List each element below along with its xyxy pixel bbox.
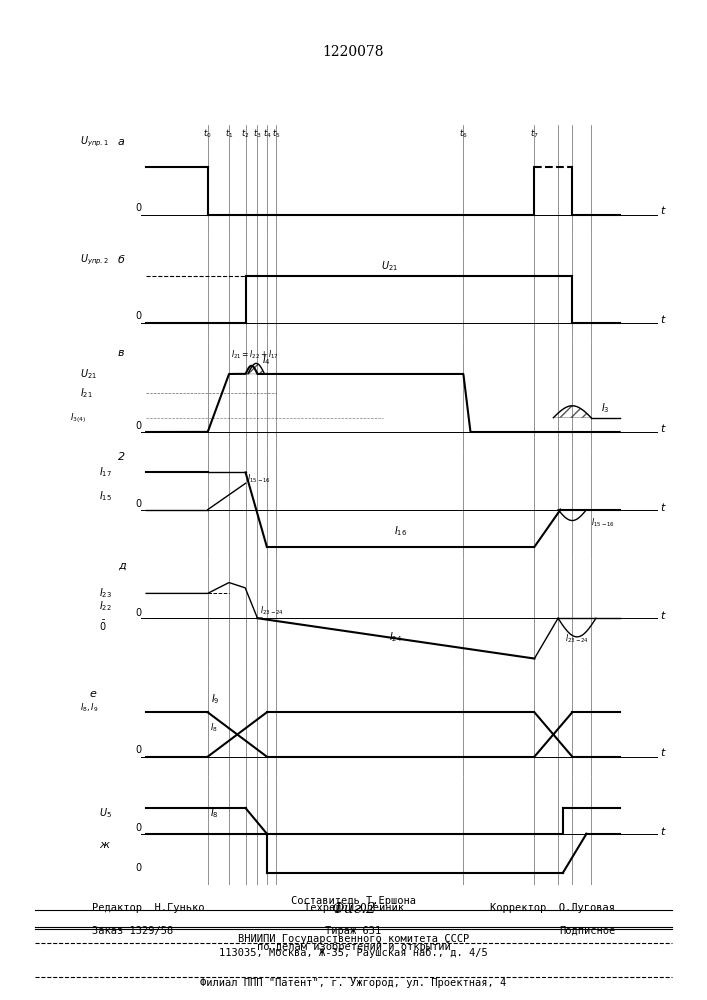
Text: 0: 0 [135, 203, 141, 213]
Text: $I_{16}$: $I_{16}$ [394, 524, 407, 538]
Text: $ж$: $ж$ [99, 840, 111, 850]
Text: $t$: $t$ [660, 204, 667, 216]
Text: $t_0$: $t_0$ [204, 128, 212, 140]
Text: $I_{24}$: $I_{24}$ [390, 630, 402, 644]
Text: $I_8,I_9$: $I_8,I_9$ [80, 701, 98, 714]
Text: 0: 0 [135, 608, 141, 618]
Text: $I_{23}$: $I_{23}$ [99, 586, 112, 600]
Text: $t_6$: $t_6$ [459, 128, 467, 140]
Text: а: а [118, 137, 124, 147]
Text: $t$: $t$ [660, 501, 667, 513]
Text: Корректор  О.Луговая: Корректор О.Луговая [490, 903, 615, 913]
Text: 2: 2 [118, 452, 125, 462]
Text: $I_{23-24}$: $I_{23-24}$ [565, 632, 589, 645]
Text: $I_4$: $I_4$ [262, 353, 271, 367]
Text: $U_{21}$: $U_{21}$ [80, 367, 97, 381]
Text: по делам изобретений и открытий: по делам изобретений и открытий [257, 941, 450, 952]
Text: 0: 0 [135, 311, 141, 321]
Text: $t$: $t$ [660, 422, 667, 434]
Text: $t_2$: $t_2$ [241, 128, 250, 140]
Text: Заказ 1329/58: Заказ 1329/58 [92, 926, 173, 936]
Text: 0: 0 [135, 745, 141, 755]
Text: Тираж 631: Тираж 631 [325, 926, 382, 936]
Text: в: в [118, 348, 124, 358]
Text: б: б [118, 255, 124, 265]
Text: $I_{23-24}$: $I_{23-24}$ [259, 605, 284, 617]
Text: 0: 0 [135, 421, 141, 431]
Text: Фиг.2: Фиг.2 [331, 902, 376, 916]
Text: $t$: $t$ [660, 746, 667, 758]
Text: ВНИИПИ Государственного комитета СССР: ВНИИПИ Государственного комитета СССР [238, 934, 469, 944]
Text: 1220078: 1220078 [323, 45, 384, 59]
Text: 0: 0 [135, 499, 141, 509]
Text: $\bar{0}$: $\bar{0}$ [99, 619, 106, 633]
Text: $I_3$: $I_3$ [601, 401, 609, 415]
Text: Составитель Т.Ершона: Составитель Т.Ершона [291, 896, 416, 906]
Text: $t_5$: $t_5$ [272, 128, 281, 140]
Text: Филиал ППП "Патент", г. Ужгород, ул. Проектная, 4: Филиал ППП "Патент", г. Ужгород, ул. Про… [200, 978, 507, 988]
Text: $t_4$: $t_4$ [262, 128, 271, 140]
Text: $I_{22}$: $I_{22}$ [99, 599, 112, 613]
Text: $U_{упр.1}$: $U_{упр.1}$ [80, 134, 109, 149]
Text: Подписное: Подписное [559, 926, 615, 936]
Text: $t_7$: $t_7$ [530, 128, 539, 140]
Text: д: д [118, 561, 125, 571]
Text: $U_5$: $U_5$ [99, 806, 112, 820]
Text: $I_9$: $I_9$ [211, 692, 220, 706]
Text: 0: 0 [135, 823, 141, 833]
Text: $t$: $t$ [660, 313, 667, 325]
Text: $U_{21}$: $U_{21}$ [382, 259, 399, 273]
Text: Техред Л.Олейник: Техред Л.Олейник [303, 902, 404, 913]
Text: $I_8$: $I_8$ [210, 721, 218, 734]
Text: $I_{21}$: $I_{21}$ [80, 386, 93, 400]
Text: $t_3$: $t_3$ [253, 128, 262, 140]
Text: $t_1$: $t_1$ [225, 128, 233, 140]
Text: $t$: $t$ [660, 609, 667, 621]
Text: $I_{15}$: $I_{15}$ [99, 490, 112, 503]
Text: $U_{упр.2}$: $U_{упр.2}$ [80, 252, 109, 267]
Text: Редактор  Н.Гунько: Редактор Н.Гунько [92, 903, 204, 913]
Text: е: е [89, 689, 96, 699]
Text: $I_8$: $I_8$ [210, 806, 218, 820]
Text: 0: 0 [135, 863, 141, 873]
Text: $I_{15-16}$: $I_{15-16}$ [247, 473, 271, 485]
Text: $I_{3(4)}$: $I_{3(4)}$ [71, 411, 86, 425]
Text: $I_{17}$: $I_{17}$ [99, 466, 112, 479]
Text: 113035, Москва, Ж-35, Раушская наб., д. 4/5: 113035, Москва, Ж-35, Раушская наб., д. … [219, 948, 488, 958]
Text: $I_{21}=I_{22}+I_{17}$: $I_{21}=I_{22}+I_{17}$ [231, 348, 279, 361]
Text: $I_{15-16}$: $I_{15-16}$ [591, 516, 615, 529]
Text: $t$: $t$ [660, 825, 667, 837]
